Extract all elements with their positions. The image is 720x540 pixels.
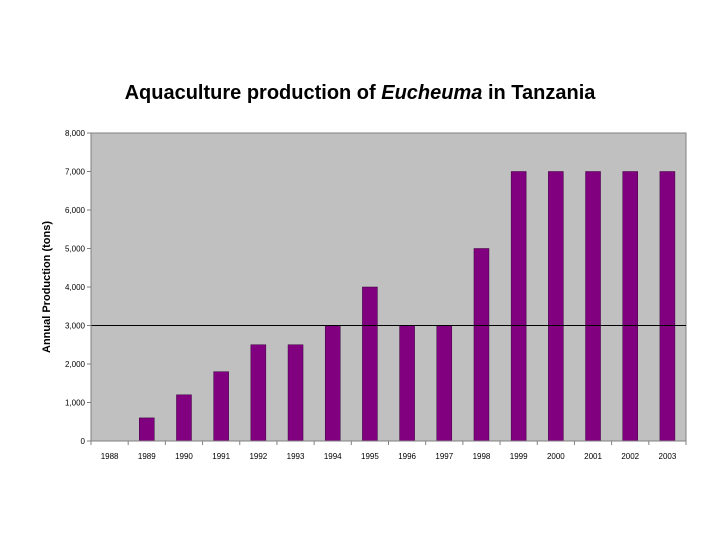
x-ticks-group: 1988 1989 1990 1991 1992 1993 1994 1995 1996 1997… [90, 441, 687, 461]
bar-1993 [287, 344, 304, 442]
bar-1996 [399, 325, 415, 442]
bar-2003 [659, 171, 676, 442]
y-tick-label: 7,000 [65, 168, 86, 177]
x-tick-label: 1991 [212, 452, 230, 461]
y-tick-label: 3,000 [65, 322, 86, 331]
x-tick-label: 2000 [547, 452, 565, 461]
bar-2000 [548, 171, 564, 442]
x-tick-label: 1990 [175, 452, 193, 461]
bar-2001 [585, 171, 601, 442]
x-tick-label: 1994 [324, 452, 342, 461]
x-tick-label: 1996 [398, 452, 416, 461]
x-tick-label: 2001 [584, 452, 602, 461]
y-axis-label: Annual Production (tons) [41, 221, 53, 353]
x-tick-label: 1995 [361, 452, 379, 461]
bar-1989 [139, 417, 155, 442]
bar-1991 [213, 371, 229, 442]
chart-title-species: Eucheuma [381, 82, 483, 104]
chart-title-part-3: in Tanzania [482, 82, 596, 104]
x-tick-label: 1997 [435, 452, 453, 461]
y-ticks-group: 0 1,000 2,000 3,000 4,000 5,000 6,000 7,000 8,00… [65, 129, 91, 446]
x-tick-label: 2003 [659, 452, 677, 461]
x-tick-label: 1993 [287, 452, 305, 461]
y-tick-label: 8,000 [65, 129, 86, 138]
x-tick-label: 1992 [249, 452, 267, 461]
bar-1999 [510, 171, 527, 442]
chart-title: Aquaculture production of Eucheuma in Ta… [0, 82, 720, 105]
bar-1997 [436, 325, 453, 442]
x-tick-label: 1988 [101, 452, 119, 461]
y-tick-label: 5,000 [65, 245, 86, 254]
x-tick-label: 1999 [510, 452, 528, 461]
x-tick-label: 1998 [473, 452, 491, 461]
bar-1994 [324, 325, 341, 442]
bar-1990 [176, 394, 192, 442]
bar-1992 [250, 344, 267, 442]
x-tick-label: 2002 [621, 452, 639, 461]
y-tick-label: 6,000 [65, 206, 86, 215]
bars-group [139, 171, 676, 442]
bar-1998 [473, 248, 490, 442]
y-tick-label: 2,000 [65, 360, 86, 369]
y-tick-label: 1,000 [65, 399, 86, 408]
chart-title-part-1: Aquaculture production of [124, 82, 382, 104]
x-tick-label: 1989 [138, 452, 156, 461]
y-tick-label: 0 [81, 437, 86, 446]
bar-1995 [362, 286, 378, 442]
bar-2002 [622, 171, 638, 442]
y-tick-label: 4,000 [65, 283, 86, 292]
